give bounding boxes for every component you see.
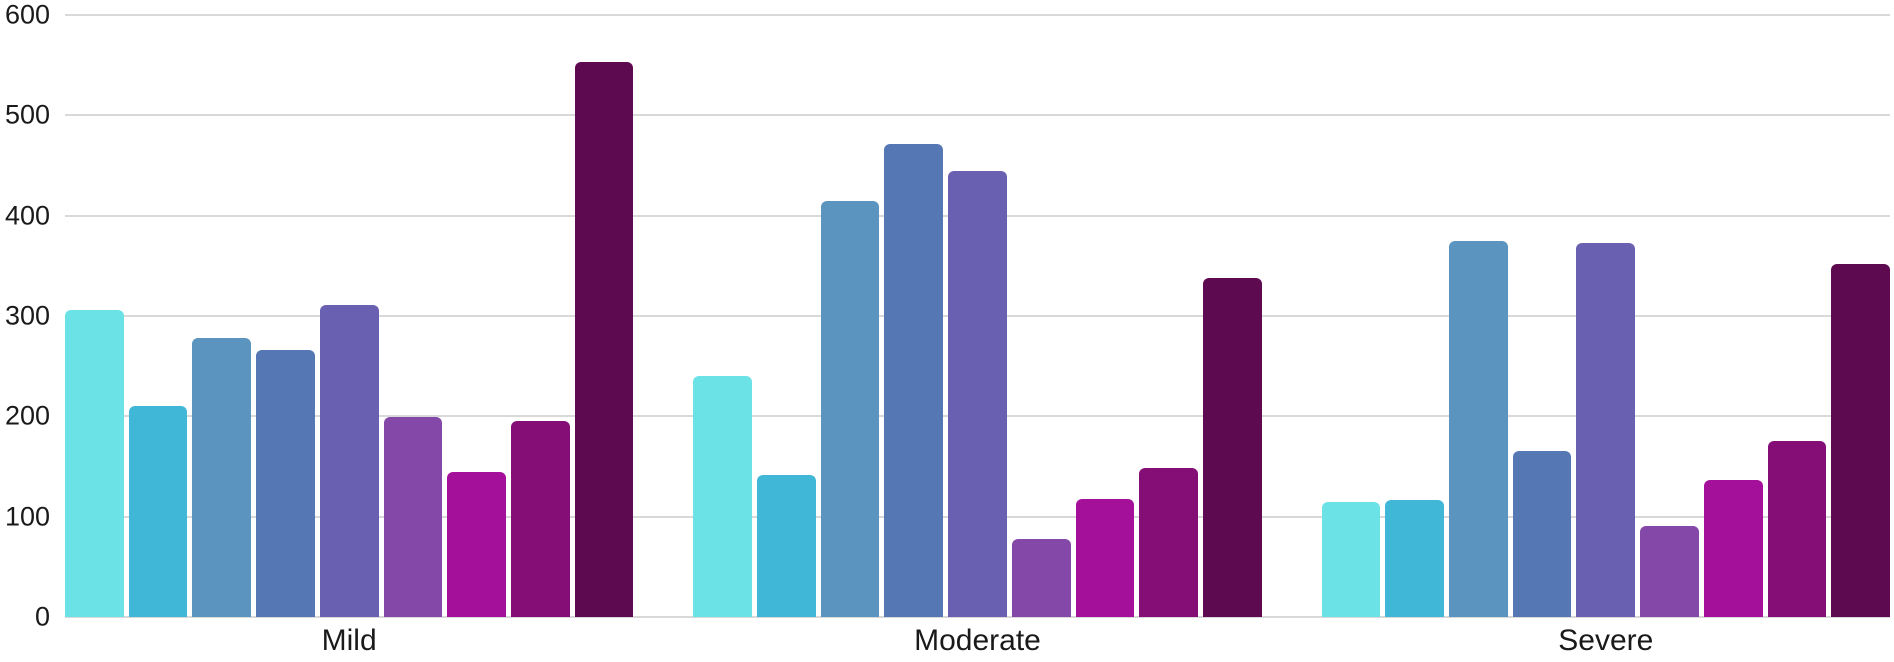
bar-moderate-series-4 (884, 144, 944, 617)
bar-mild-series-4 (256, 350, 315, 617)
bar-moderate-series-6 (1011, 538, 1071, 617)
y-axis-tick-label-0: 0 (34, 601, 50, 632)
bar-severe-series-6 (1640, 525, 1699, 617)
y-axis-tick-label-100: 100 (4, 501, 50, 532)
y-axis-tick-label-300: 300 (4, 300, 50, 331)
x-axis-category-label-moderate: Moderate (914, 624, 1041, 657)
bar-moderate-series-8 (1139, 467, 1198, 617)
gridline-0 (65, 616, 1890, 618)
y-axis-tick-label-600: 600 (4, 0, 50, 30)
gridline-600 (65, 14, 1890, 16)
bar-group-severe (1321, 15, 1890, 617)
bar-moderate-series-1 (693, 376, 753, 617)
bar-group-mild (65, 15, 634, 617)
bar-severe-series-2 (1385, 499, 1445, 617)
bar-severe-series-9 (1831, 263, 1890, 617)
bar-mild-series-2 (128, 406, 188, 617)
bar-severe-series-8 (1767, 441, 1827, 617)
bar-mild-series-8 (510, 421, 570, 617)
bar-mild-series-3 (192, 338, 252, 617)
bar-moderate-series-5 (948, 170, 1007, 617)
bar-mild-series-7 (447, 471, 506, 617)
y-axis-tick-label-500: 500 (4, 99, 50, 130)
bar-mild-series-5 (319, 304, 379, 617)
bar-mild-series-9 (574, 62, 634, 617)
y-axis-tick-label-400: 400 (4, 200, 50, 231)
bar-severe-series-1 (1321, 501, 1381, 617)
bar-moderate-series-9 (1202, 277, 1262, 617)
bar-moderate-series-7 (1075, 498, 1135, 617)
bar-severe-series-7 (1703, 479, 1763, 617)
bar-group-moderate (693, 15, 1262, 617)
bar-severe-series-5 (1576, 242, 1636, 617)
bar-moderate-series-3 (820, 200, 880, 617)
x-axis: Mild Moderate Severe (65, 624, 1890, 658)
bar-severe-series-3 (1449, 240, 1508, 617)
y-axis-tick-label-200: 200 (4, 400, 50, 431)
bar-groups (65, 15, 1890, 617)
gridline-500 (65, 114, 1890, 117)
x-axis-category-label-mild: Mild (321, 624, 377, 657)
bar-severe-series-4 (1512, 451, 1572, 617)
plot-area (65, 14, 1890, 618)
bar-mild-series-1 (65, 309, 124, 617)
bar-mild-series-6 (383, 417, 443, 617)
bar-moderate-series-2 (757, 474, 816, 617)
y-axis: 0 100 200 300 400 500 600 (0, 0, 52, 632)
x-axis-category-label-severe: Severe (1558, 624, 1654, 657)
